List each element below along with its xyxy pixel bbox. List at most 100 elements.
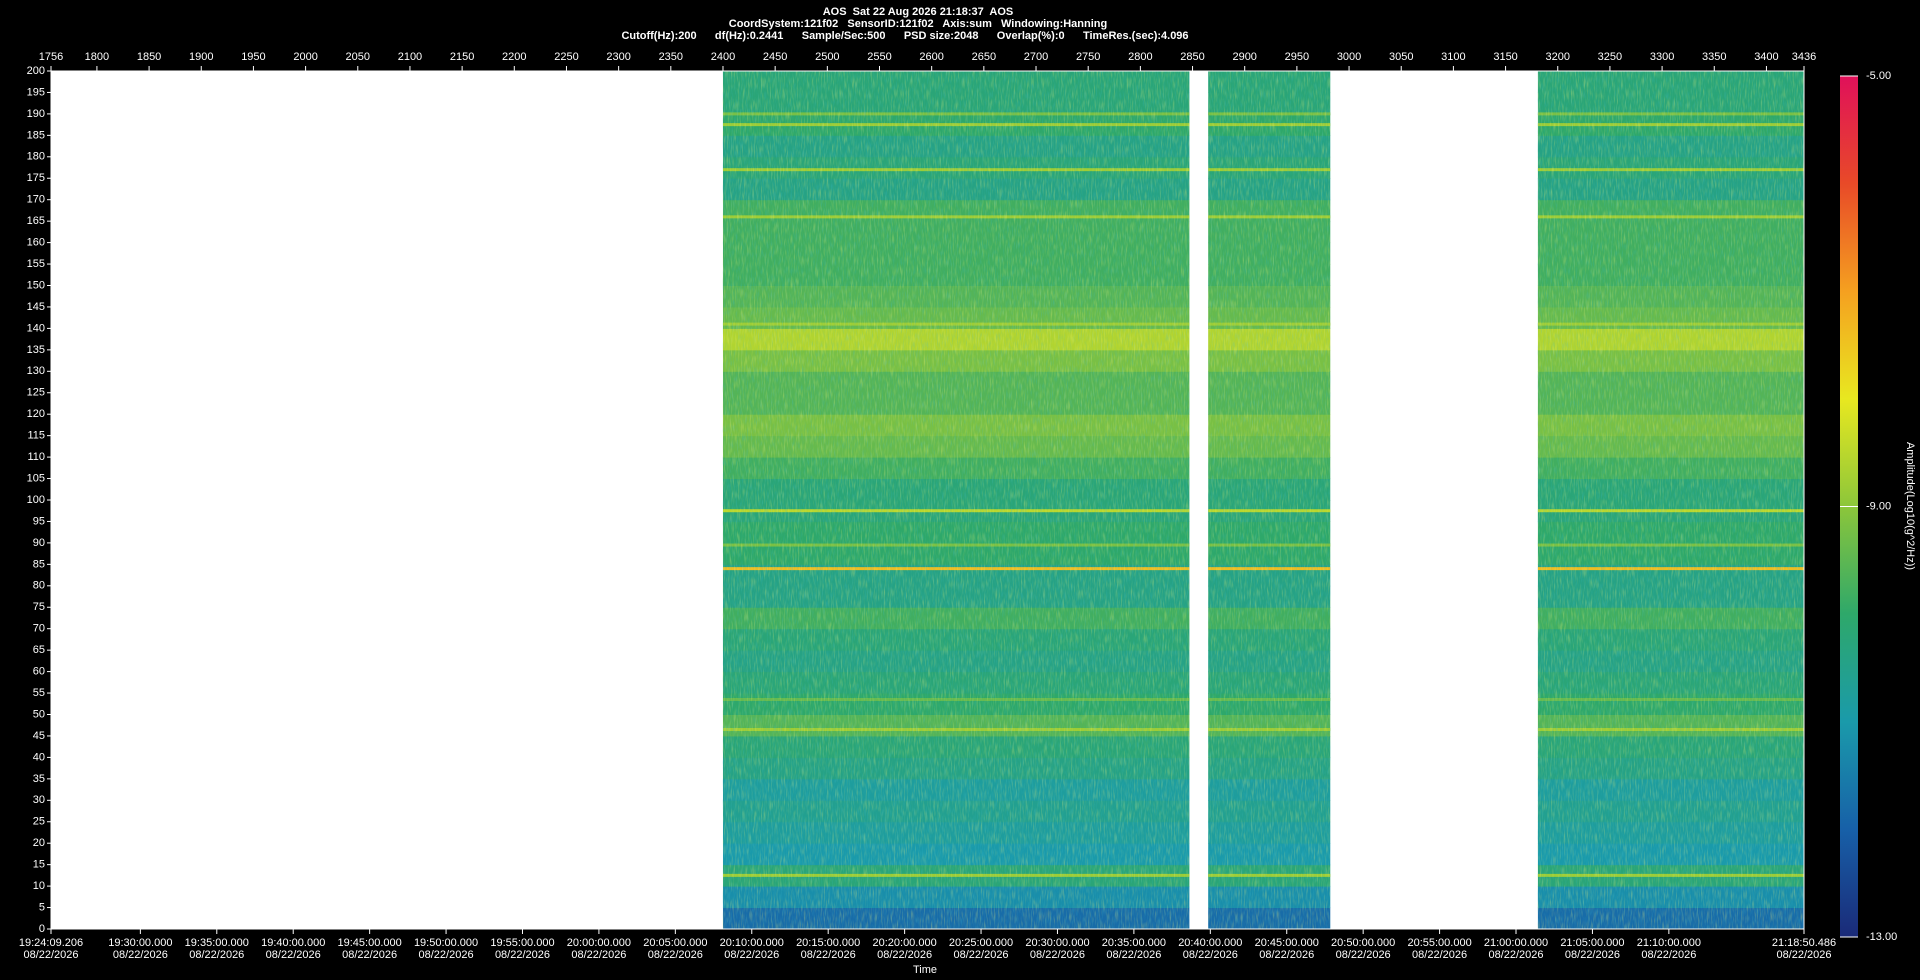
- time-tick-label: 20:45:00.000 08/22/2026: [1255, 937, 1319, 961]
- y-tick-label: 145: [27, 301, 45, 313]
- x-tick-label: 2800: [1128, 51, 1152, 63]
- colorbar-label: Amplitude(Log10(g^2/Hz)): [1904, 442, 1916, 570]
- label-line: 08/22/2026: [1565, 949, 1620, 961]
- label-line: 08/22/2026: [877, 949, 932, 961]
- time-tick-label: 21:10:00.000 08/22/2026: [1637, 937, 1701, 961]
- label-line: 20:20:00.000: [872, 937, 936, 949]
- time-tick-label: 20:00:00.000 08/22/2026: [567, 937, 631, 961]
- label-line: 08/22/2026: [23, 949, 78, 961]
- label-line: 08/22/2026: [113, 949, 168, 961]
- y-tick-label: 170: [27, 194, 45, 206]
- x-tick-label: 2700: [1024, 51, 1048, 63]
- y-tick-label: 105: [27, 472, 45, 484]
- time-tick-label: 20:35:00.000 08/22/2026: [1102, 937, 1166, 961]
- colorbar-tick-label: -9.00: [1866, 500, 1891, 512]
- y-tick-label: 75: [33, 601, 45, 613]
- y-tick-label: 110: [27, 451, 45, 463]
- time-tick-label: 20:50:00.000 08/22/2026: [1331, 937, 1395, 961]
- label-line: 08/22/2026: [571, 949, 626, 961]
- x-tick-label: 2850: [1180, 51, 1204, 63]
- label-line: 08/22/2026: [266, 949, 321, 961]
- label-line: 21:10:00.000: [1637, 937, 1701, 949]
- time-tick-label: 20:30:00.000 08/22/2026: [1025, 937, 1089, 961]
- time-tick-label: 19:45:00.000 08/22/2026: [338, 937, 402, 961]
- y-tick-label: 90: [33, 537, 45, 549]
- label-line: 08/22/2026: [1106, 949, 1161, 961]
- label-line: 20:30:00.000: [1025, 937, 1089, 949]
- label-line: 08/22/2026: [1336, 949, 1391, 961]
- x-tick-label: 2450: [763, 51, 787, 63]
- x-tick-label: 1850: [137, 51, 161, 63]
- label-line: 20:40:00.000: [1178, 937, 1242, 949]
- label-line: 08/22/2026: [1776, 949, 1831, 961]
- y-tick-label: 155: [27, 258, 45, 270]
- x-tick-label: 3150: [1493, 51, 1517, 63]
- y-tick-label: 65: [33, 644, 45, 656]
- x-tick-label: 3300: [1650, 51, 1674, 63]
- y-tick-label: 125: [27, 387, 45, 399]
- x-tick-label: 3250: [1598, 51, 1622, 63]
- x-tick-label: 2050: [346, 51, 370, 63]
- x-tick-label: 2950: [1285, 51, 1309, 63]
- time-tick-label: 21:00:00.000 08/22/2026: [1484, 937, 1548, 961]
- x-tick-label: 2000: [293, 51, 317, 63]
- label-line: 19:50:00.000: [414, 937, 478, 949]
- label-line: 20:55:00.000: [1407, 937, 1471, 949]
- y-tick-label: 165: [27, 215, 45, 227]
- y-tick-label: 5: [39, 901, 45, 913]
- time-tick-label: 21:18:50.486 08/22/2026: [1772, 937, 1836, 961]
- label-line: 20:45:00.000: [1255, 937, 1319, 949]
- colorbar-tick-label: -13.00: [1866, 931, 1897, 943]
- x-tick-label: 1800: [85, 51, 109, 63]
- time-tick-label: 20:10:00.000 08/22/2026: [720, 937, 784, 961]
- y-tick-label: 160: [27, 237, 45, 249]
- label-line: 08/22/2026: [1030, 949, 1085, 961]
- y-tick-label: 140: [27, 322, 45, 334]
- label-line: 08/22/2026: [648, 949, 703, 961]
- time-tick-label: 20:25:00.000 08/22/2026: [949, 937, 1013, 961]
- y-tick-label: 15: [33, 859, 45, 871]
- x-tick-label: 2500: [815, 51, 839, 63]
- y-tick-label: 35: [33, 773, 45, 785]
- y-tick-label: 150: [27, 279, 45, 291]
- label-line: 20:50:00.000: [1331, 937, 1395, 949]
- label-line: 08/22/2026: [495, 949, 550, 961]
- texture: [1537, 71, 1804, 929]
- x-tick-label: 2150: [450, 51, 474, 63]
- time-tick-label: 21:05:00.000 08/22/2026: [1560, 937, 1624, 961]
- label-line: 08/22/2026: [801, 949, 856, 961]
- label-line: 19:30:00.000: [108, 937, 172, 949]
- texture: [1208, 71, 1331, 929]
- x-tick-label: 1900: [189, 51, 213, 63]
- time-tick-label: 19:30:00.000 08/22/2026: [108, 937, 172, 961]
- y-tick-label: 135: [27, 344, 45, 356]
- time-tick-label: 19:24:09.206 08/22/2026: [19, 937, 83, 961]
- y-tick-label: 185: [27, 129, 45, 141]
- label-line: 19:24:09.206: [19, 937, 83, 949]
- plot-area: [50, 70, 1805, 930]
- x-tick-label: 2350: [659, 51, 683, 63]
- y-tick-label: 200: [27, 65, 45, 77]
- x-tick-label: 2400: [711, 51, 735, 63]
- time-tick-label: 20:15:00.000 08/22/2026: [796, 937, 860, 961]
- y-tick-label: 130: [27, 365, 45, 377]
- x-tick-label: 2650: [972, 51, 996, 63]
- label-line: 20:25:00.000: [949, 937, 1013, 949]
- label-line: 20:15:00.000: [796, 937, 860, 949]
- label-line: 08/22/2026: [419, 949, 474, 961]
- label-line: 20:35:00.000: [1102, 937, 1166, 949]
- y-tick-label: 100: [27, 494, 45, 506]
- time-tick-label: 20:55:00.000 08/22/2026: [1407, 937, 1471, 961]
- label-line: 20:10:00.000: [720, 937, 784, 949]
- y-tick-label: 20: [33, 837, 45, 849]
- x-tick-label: 2600: [919, 51, 943, 63]
- x-tick-label: 3000: [1337, 51, 1361, 63]
- colorbar-tick-label: -5.00: [1866, 70, 1891, 82]
- label-line: 21:18:50.486: [1772, 937, 1836, 949]
- label-line: 08/22/2026: [342, 949, 397, 961]
- x-tick-label: 2900: [1232, 51, 1256, 63]
- y-tick-label: 50: [33, 708, 45, 720]
- info-line: Cutoff(Hz):200 df(Hz):0.2441 Sample/Sec:…: [621, 30, 1188, 42]
